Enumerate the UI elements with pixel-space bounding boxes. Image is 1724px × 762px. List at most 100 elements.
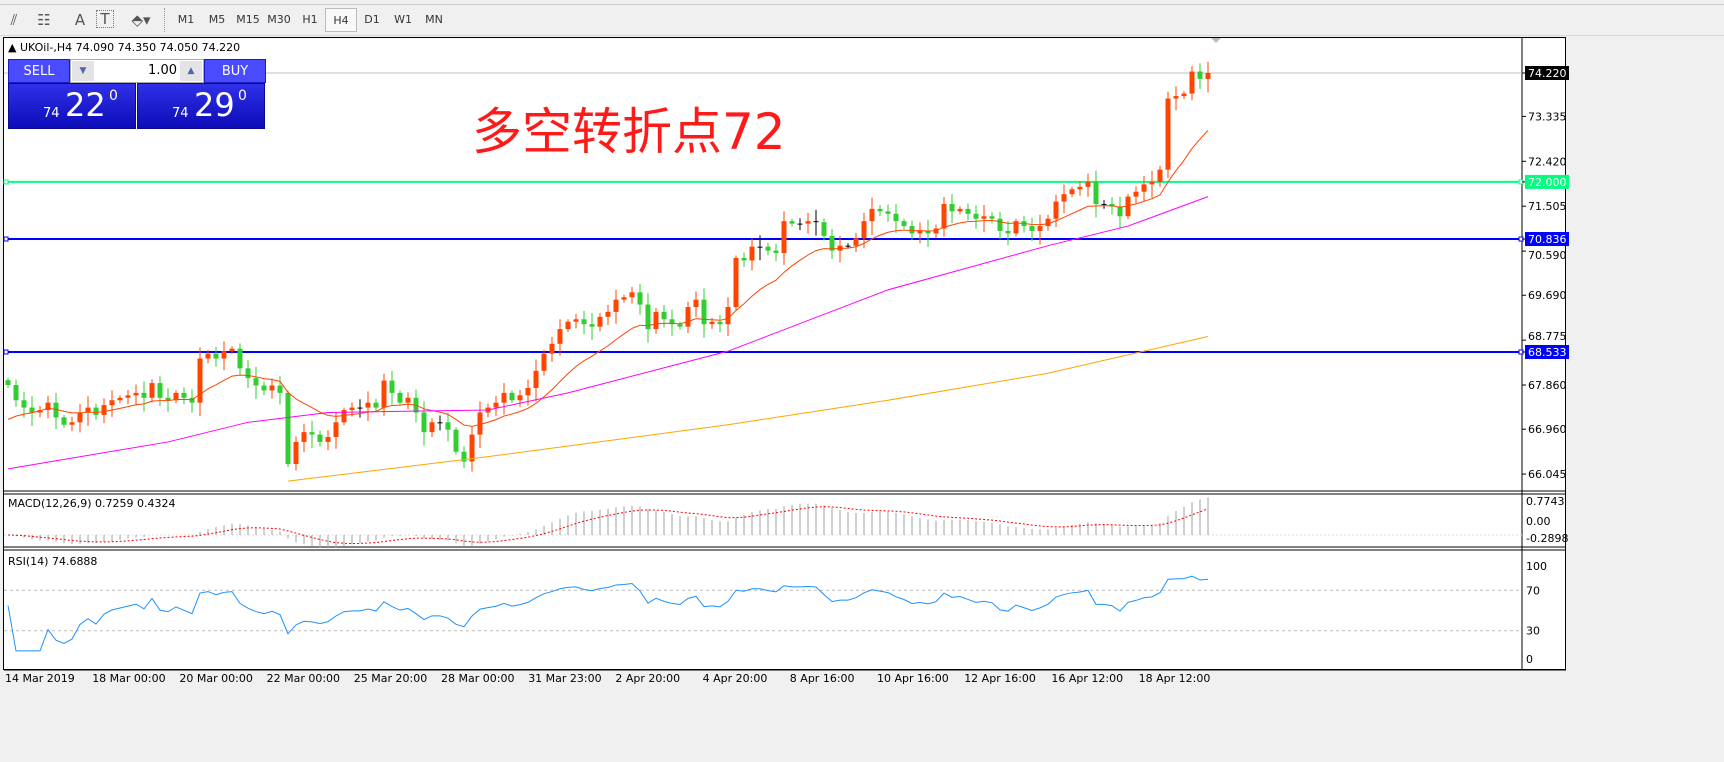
buy-price[interactable]: 74 29 0: [137, 83, 265, 129]
date-label: 8 Apr 16:00: [789, 672, 855, 685]
candle: [821, 218, 827, 241]
timeframe-m15[interactable]: M15: [236, 13, 260, 26]
candle: [245, 360, 251, 389]
candle: [101, 398, 107, 424]
candle: [589, 312, 595, 341]
candle: [957, 206, 963, 215]
candle: [517, 389, 523, 407]
candle: [21, 391, 27, 418]
chart-window[interactable]: [3, 37, 1566, 670]
candle-body: [269, 385, 275, 391]
candle: [301, 423, 307, 452]
candle: [133, 384, 139, 406]
timeframe-m30[interactable]: M30: [267, 13, 291, 26]
candle-body: [957, 208, 963, 212]
candle-body: [1077, 186, 1083, 190]
candle: [93, 403, 99, 420]
candle: [469, 426, 475, 472]
timeframe-w1[interactable]: W1: [394, 13, 412, 26]
timeframe-d1[interactable]: D1: [364, 13, 380, 26]
sell-price-prefix: 74: [43, 106, 60, 121]
candle-body: [693, 299, 699, 308]
fibonacci-fan-icon[interactable]: ☷: [37, 11, 51, 29]
candle: [613, 289, 619, 324]
candle: [637, 283, 643, 315]
timeframe-h1[interactable]: H1: [302, 13, 318, 26]
candle: [733, 255, 739, 310]
candle: [973, 205, 979, 229]
line-anchor: [3, 236, 9, 242]
price-tick-label: 69.690: [1528, 289, 1567, 302]
candle: [429, 418, 435, 437]
candle: [181, 387, 187, 405]
lot-decrease-icon[interactable]: ▼: [72, 61, 94, 81]
top-strip: [0, 0, 1724, 5]
buy-price-prefix: 74: [172, 106, 189, 121]
candle-body: [461, 451, 467, 462]
candle: [549, 336, 555, 362]
candle-body: [397, 392, 403, 403]
candle: [629, 286, 635, 304]
date-label: 25 Mar 20:00: [353, 672, 428, 685]
candle: [805, 212, 811, 234]
macd-tick-label: 0.00: [1526, 515, 1551, 528]
text-label-icon[interactable]: A: [74, 11, 86, 29]
candle-body: [1125, 196, 1131, 217]
candle: [661, 305, 667, 328]
candle: [501, 383, 507, 415]
candle-body: [789, 221, 795, 224]
text-box-icon[interactable]: T: [96, 10, 114, 28]
candle: [5, 377, 11, 388]
candle: [653, 307, 659, 334]
candle: [741, 252, 747, 267]
candle: [389, 370, 395, 405]
candle-body: [981, 216, 987, 219]
candle: [1037, 214, 1043, 245]
candle-body: [213, 353, 219, 359]
buy-price-fraction: 0: [238, 88, 247, 104]
timeframe-mn[interactable]: MN: [425, 13, 443, 26]
candle-body: [645, 304, 651, 330]
candle: [893, 203, 899, 233]
date-label: 10 Apr 16:00: [877, 672, 949, 685]
candle-body: [661, 311, 667, 320]
price-tick-label: 66.960: [1528, 423, 1567, 436]
timeframe-h4[interactable]: H4: [325, 8, 357, 32]
candle-body: [325, 437, 331, 442]
timeframe-m1[interactable]: M1: [177, 13, 195, 26]
candle: [509, 390, 515, 404]
candle-body: [61, 417, 67, 425]
candle: [933, 224, 939, 239]
candle: [453, 427, 459, 455]
candle: [565, 319, 571, 333]
candle-body: [1109, 203, 1115, 207]
candle: [1117, 196, 1123, 229]
lot-increase-icon[interactable]: ▲: [180, 61, 202, 81]
candle: [221, 341, 227, 371]
candle-body: [637, 292, 643, 305]
lot-size-input[interactable]: ▼ 1.00 ▲: [70, 59, 204, 83]
candle-body: [669, 319, 675, 325]
candle-body: [1045, 218, 1051, 227]
candle: [285, 390, 291, 467]
candle: [1085, 173, 1091, 197]
lot-value[interactable]: 1.00: [148, 63, 177, 78]
candle-body: [93, 407, 99, 415]
candle-body: [141, 392, 147, 398]
candle: [989, 212, 995, 224]
candle-body: [205, 353, 211, 359]
candle-body: [901, 221, 907, 227]
sell-price[interactable]: 74 22 0: [8, 83, 136, 129]
price-label-bg: [1525, 66, 1569, 80]
buy-button[interactable]: BUY: [204, 59, 266, 83]
candle-body: [1149, 181, 1155, 185]
candle-body: [261, 385, 267, 391]
fibonacci-expansion-icon[interactable]: ⫽: [10, 11, 18, 29]
timeframe-m5[interactable]: M5: [208, 13, 226, 26]
medium-moving-average: [7, 196, 1209, 470]
candle: [1189, 66, 1195, 101]
candle: [765, 242, 771, 256]
sell-button[interactable]: SELL: [8, 59, 70, 83]
arrows-icon[interactable]: ⬘▾: [131, 11, 151, 29]
candle-body: [853, 238, 859, 246]
